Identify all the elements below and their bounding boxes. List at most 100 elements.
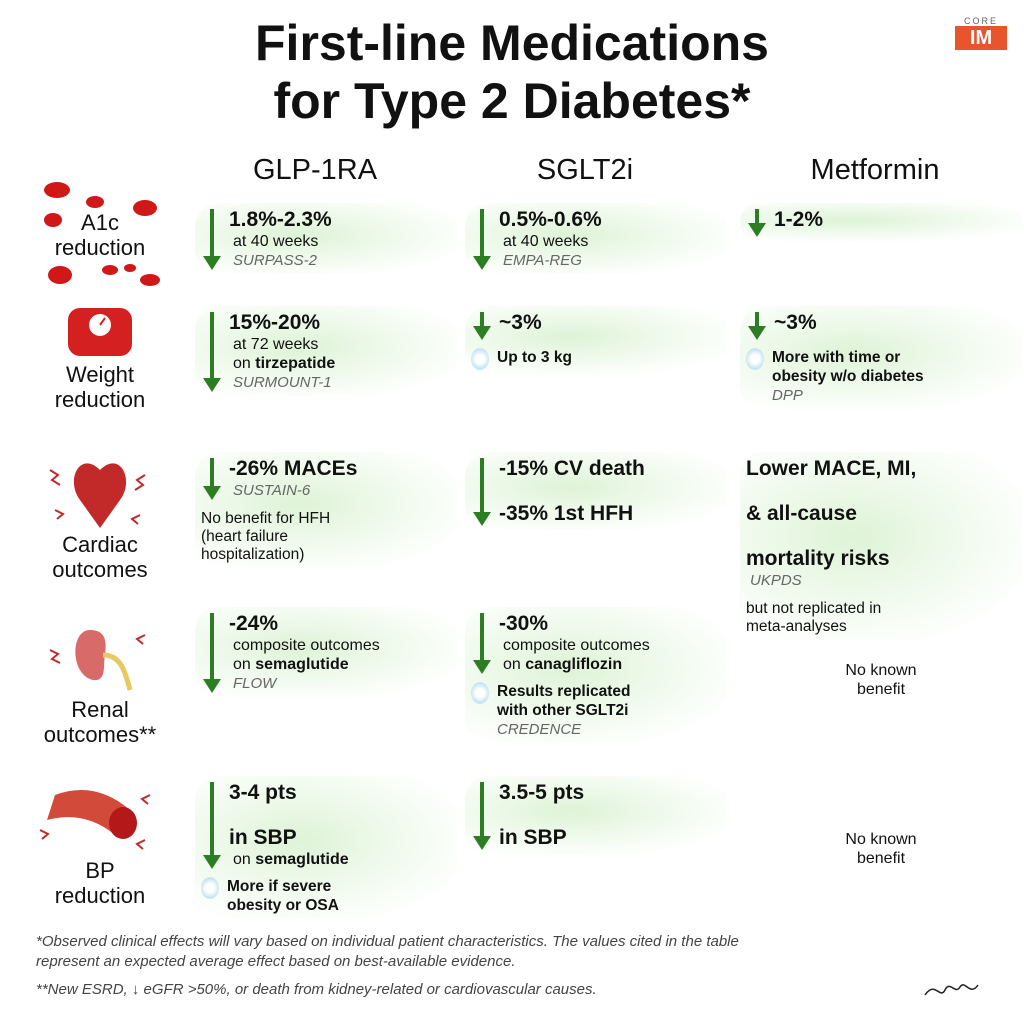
drug-name: semaglutide: [255, 656, 349, 673]
row-label-line: Weight: [65, 362, 135, 387]
row-label-line: outcomes: [52, 557, 148, 582]
cell: No known benefit: [740, 657, 1022, 703]
footnote: represent an expected average effect bas…: [36, 953, 516, 970]
arrow-shaft: [480, 613, 484, 660]
signature: [924, 984, 979, 996]
note-text: More with time or obesity w/o diabetes DPP: [772, 348, 924, 405]
cell: 0.5%-0.6% at 40 weeks EMPA-REG: [465, 203, 727, 274]
down-arrow: [471, 310, 493, 340]
arrow-shaft: [480, 209, 484, 256]
detail: at 72 weeks: [233, 336, 319, 353]
trial-name: UKPDS: [750, 572, 802, 589]
logo-top: CORE: [963, 16, 998, 26]
column-header: Metformin: [810, 154, 940, 186]
cell-top: 1-2%: [746, 207, 1016, 237]
arrow-head: [473, 512, 491, 526]
cell-top: 3-4 pts in SBP on semaglutide: [201, 780, 451, 869]
drug-prefix: on: [503, 656, 521, 673]
text-line: benefit: [856, 681, 906, 698]
cell-top: -26% MACEs SUSTAIN-6: [201, 456, 451, 500]
note-text: Up to 3 kg: [497, 348, 572, 367]
effect: ~3%: [774, 311, 817, 334]
effect: ~3%: [499, 311, 542, 334]
cell-top: -30% composite outcomes on canagliflozin: [471, 611, 721, 674]
down-arrow: [746, 310, 768, 340]
drug-line: on semaglutide: [233, 655, 380, 674]
arrow-head: [203, 855, 221, 869]
arrow-shaft: [755, 312, 759, 326]
arrow-head: [203, 486, 221, 500]
column-header: GLP-1RA: [252, 154, 378, 186]
cell-top: Lower MACE, MI, & all-cause mortality risk…: [746, 456, 1016, 590]
arrow-shaft: [210, 458, 214, 486]
note: More with time or obesity w/o diabetes DPP: [746, 348, 1016, 405]
no-benefit: No known benefit: [746, 830, 1016, 868]
trial-name: SURPASS-2: [233, 252, 317, 269]
row-label-line: Renal: [71, 697, 129, 722]
cell: 1.8%-2.3% at 40 weeks SURPASS-2: [195, 203, 457, 274]
text-line: benefit: [856, 850, 906, 867]
vessel-icon: [39, 790, 151, 850]
text-line: but not replicated in: [746, 600, 882, 617]
trial-name: CREDENCE: [497, 721, 582, 738]
cell: 15%-20% at 72 weeks on tirzepatide SURMOUNT…: [195, 306, 457, 396]
row-label-line: reduction: [54, 387, 146, 412]
effect: 1-2%: [774, 208, 824, 231]
note-text: Results replicated with other SGLT2i CREDE…: [497, 682, 631, 739]
effect: in SBP: [229, 826, 297, 849]
note-line: obesity or OSA: [227, 897, 339, 914]
cell-body: 0.5%-0.6% at 40 weeks EMPA-REG: [499, 207, 602, 270]
arrow-shaft: [210, 209, 214, 256]
cell-body: -24% composite outcomes on semaglutide FLOW: [229, 611, 380, 693]
blood-cells-icon: [44, 182, 160, 286]
bulb-icon: [746, 348, 764, 370]
note: Up to 3 kg: [471, 348, 721, 370]
cell: -26% MACEs SUSTAIN-6 No benefit for HFH (he…: [195, 452, 457, 568]
note-line: with other SGLT2i: [497, 702, 629, 719]
title-line: for Type 2 Diabetes*: [273, 73, 751, 129]
down-arrow: [201, 780, 223, 869]
logo-main: IM: [955, 26, 1007, 50]
drug-prefix: on: [233, 355, 251, 372]
row-label-line: reduction: [54, 235, 146, 260]
down-arrow: [471, 207, 493, 270]
effect: -24%: [229, 612, 279, 635]
title-line: First-line Medications: [255, 15, 769, 71]
scale-icon: [68, 308, 132, 356]
footnotes: *Observed clinical effects will vary bas…: [36, 932, 739, 1000]
down-arrow: [201, 456, 223, 500]
row-label-line: A1c: [81, 210, 119, 235]
arrow-shaft: [210, 782, 214, 855]
row-label: Weight reduction: [5, 362, 195, 412]
note: Results replicated with other SGLT2i CREDE…: [471, 682, 721, 739]
cell-body: ~3%: [499, 310, 542, 340]
bulb-icon: [201, 877, 219, 899]
effect: 3.5-5 pts: [499, 781, 585, 804]
drug-line: on canagliflozin: [503, 655, 650, 674]
footnote: **New ESRD, ↓ eGFR >50%, or death from k…: [36, 981, 597, 998]
cell: 3.5-5 pts in SBP: [465, 776, 727, 854]
down-arrow: [201, 207, 223, 270]
effect: 3-4 pts: [229, 781, 297, 804]
cell-body: Lower MACE, MI, & all-cause mortality risk…: [746, 456, 916, 590]
arrow-head: [203, 679, 221, 693]
cell-top: -15% CV death -35% 1st HFH: [471, 456, 721, 526]
title: First-line Medications for Type 2 Diabet…: [0, 14, 1024, 130]
column-header: SGLT2i: [536, 154, 634, 186]
row-label-line: outcomes**: [43, 722, 157, 747]
trial-name: EMPA-REG: [503, 252, 582, 269]
row-label: Cardiac outcomes: [5, 532, 195, 582]
arrow-head: [203, 378, 221, 392]
cell: -24% composite outcomes on semaglutide FLOW: [195, 607, 457, 697]
effect: mortality risks: [746, 547, 890, 570]
note-text: More if severe obesity or OSA: [227, 877, 339, 915]
note: More if severe obesity or OSA: [201, 877, 451, 915]
arrow-shaft: [210, 312, 214, 378]
cell: 1-2%: [740, 203, 1022, 241]
cell-top: 3.5-5 pts in SBP: [471, 780, 721, 850]
drug-line: on tirzepatide: [233, 354, 335, 373]
cell: 3-4 pts in SBP on semaglutide More if sever…: [195, 776, 457, 919]
effect: 0.5%-0.6%: [499, 208, 602, 231]
heart-icon: [49, 463, 146, 528]
arrow-head: [473, 326, 491, 340]
